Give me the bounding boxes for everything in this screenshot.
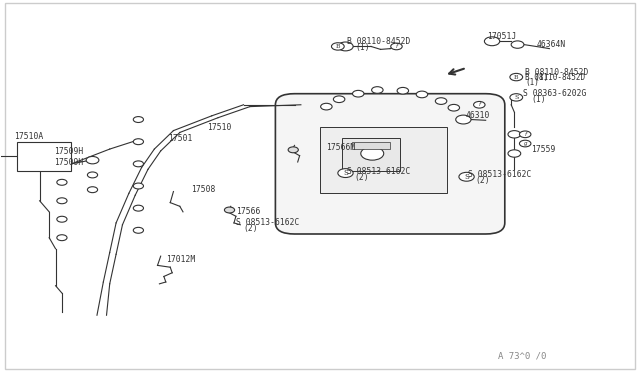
Text: 46310: 46310 [465,111,490,121]
Text: 17566: 17566 [236,207,260,217]
Text: (2): (2) [476,176,490,185]
FancyBboxPatch shape [275,94,505,234]
Text: 17566M: 17566M [326,143,356,152]
Circle shape [133,183,143,189]
Text: 17012M: 17012M [166,255,195,264]
Text: S 08363-6202G: S 08363-6202G [523,89,586,98]
Text: g: g [524,141,527,146]
Circle shape [520,140,531,147]
Text: A 73^0 /0: A 73^0 /0 [499,351,547,360]
Circle shape [57,198,67,204]
Circle shape [57,179,67,185]
Text: 17559: 17559 [532,145,556,154]
Text: (2): (2) [244,224,258,233]
Text: 17510: 17510 [207,123,231,132]
Circle shape [397,87,408,94]
Text: 17508: 17508 [191,185,215,194]
Circle shape [416,91,428,98]
Circle shape [459,172,474,181]
Text: f: f [396,44,397,49]
Circle shape [86,157,99,164]
Circle shape [57,235,67,241]
Text: S: S [343,169,348,177]
Text: 17510A: 17510A [14,132,44,141]
Text: 17509H: 17509H [54,147,83,156]
FancyBboxPatch shape [320,127,447,193]
Circle shape [361,147,384,160]
Circle shape [353,90,364,97]
Text: S: S [464,173,469,181]
Circle shape [338,42,353,51]
FancyBboxPatch shape [17,142,72,171]
Text: B: B [514,74,518,80]
FancyBboxPatch shape [342,138,399,171]
Circle shape [133,116,143,122]
Text: (2): (2) [355,173,369,182]
Text: 17051J: 17051J [487,32,516,41]
Circle shape [448,105,460,111]
Text: B 08110-8452D: B 08110-8452D [525,73,586,81]
Circle shape [391,43,402,50]
Text: S 08513-6162C: S 08513-6162C [236,218,300,227]
Circle shape [133,205,143,211]
Circle shape [133,161,143,167]
Text: (1): (1) [525,78,539,87]
Circle shape [435,98,447,105]
Text: (1): (1) [532,95,546,104]
Text: f: f [524,132,526,137]
Text: (1): (1) [534,73,548,82]
Circle shape [510,73,523,81]
Text: S 08513-6162C: S 08513-6162C [468,170,531,179]
Text: 17509H: 17509H [54,158,83,167]
Circle shape [338,169,353,177]
Circle shape [88,187,98,193]
Text: f: f [478,102,480,107]
Circle shape [332,43,344,50]
Circle shape [57,216,67,222]
Text: B 08110-8452D: B 08110-8452D [348,37,411,46]
Circle shape [508,131,521,138]
Text: B: B [335,44,340,49]
Circle shape [520,131,531,138]
Circle shape [508,150,521,157]
Circle shape [484,37,500,46]
Text: S: S [514,95,518,100]
FancyBboxPatch shape [352,142,390,149]
Circle shape [288,147,298,153]
Text: 17501: 17501 [168,134,193,142]
Circle shape [321,103,332,110]
Circle shape [510,94,523,101]
Text: 46364N: 46364N [537,41,566,49]
Text: (1): (1) [355,43,370,52]
Circle shape [372,87,383,93]
Circle shape [133,139,143,145]
Circle shape [225,207,235,213]
Circle shape [88,172,98,178]
Circle shape [474,102,485,108]
Text: B 08110-8452D: B 08110-8452D [525,68,589,77]
Circle shape [511,41,524,48]
Circle shape [333,96,345,103]
Circle shape [133,227,143,233]
Text: S 08513-6162C: S 08513-6162C [347,167,410,176]
Circle shape [456,115,471,124]
